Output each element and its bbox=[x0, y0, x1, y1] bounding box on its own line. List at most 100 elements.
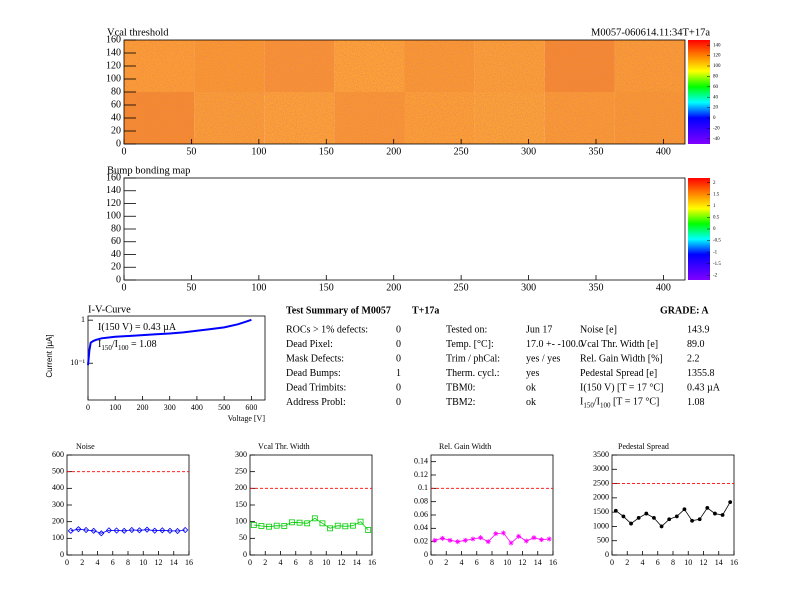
y-tick-label: 140 bbox=[106, 185, 121, 196]
y-tick-label: 10⁻¹ bbox=[70, 358, 85, 367]
x-tick-label: 400 bbox=[656, 146, 671, 157]
text-run: [T = 17 °C] bbox=[610, 397, 659, 408]
y-tick-label: 500 bbox=[597, 536, 609, 545]
summary-label: Pedestal Spread [e] bbox=[580, 368, 657, 379]
marker bbox=[644, 511, 649, 516]
marker bbox=[470, 536, 476, 542]
summary-value: yes / yes bbox=[526, 353, 561, 364]
y-tick-label: 100 bbox=[106, 73, 121, 84]
subscript: 150 bbox=[583, 401, 594, 409]
y-tick-label: 140 bbox=[106, 47, 121, 58]
marker bbox=[136, 527, 143, 534]
marker bbox=[432, 537, 438, 543]
marker bbox=[674, 514, 679, 519]
y-tick-label: 0 bbox=[116, 138, 121, 149]
subscript: 100 bbox=[600, 401, 611, 409]
x-tick-label: 12 bbox=[700, 558, 708, 567]
summary-label: TBM0: bbox=[446, 382, 475, 393]
x-tick-label: 250 bbox=[454, 146, 469, 157]
y-tick-label: 0.08 bbox=[414, 496, 428, 505]
chart-title: Noise bbox=[76, 442, 95, 451]
color-tick-label: -2 bbox=[713, 274, 718, 279]
x-tick-label: 12 bbox=[519, 558, 527, 567]
marker bbox=[439, 535, 445, 541]
marker bbox=[121, 527, 128, 534]
x-tick-label: 100 bbox=[251, 146, 266, 157]
y-tick-label: 1000 bbox=[593, 521, 609, 530]
x-tick-label: 100 bbox=[251, 282, 266, 293]
summary-tag: T+17a bbox=[412, 305, 439, 316]
marker bbox=[690, 518, 694, 523]
summary-label: Dead Bumps: bbox=[286, 368, 341, 379]
y-tick-label: 0.1 bbox=[418, 483, 428, 492]
x-tick-label: 4 bbox=[96, 558, 100, 567]
x-tick-label: 14 bbox=[534, 558, 542, 567]
marker bbox=[273, 522, 280, 529]
marker bbox=[613, 508, 618, 513]
summary-label: Dead Pixel: bbox=[286, 339, 333, 350]
summary-value: 2.2 bbox=[687, 353, 700, 364]
data-line bbox=[434, 532, 550, 544]
x-tick-label: 0 bbox=[610, 558, 614, 567]
color-tick-label: 40 bbox=[713, 95, 719, 100]
x-tick-label: 2 bbox=[625, 558, 629, 567]
summary-label: Tested on: bbox=[446, 324, 487, 335]
x-tick-label: 0 bbox=[429, 558, 433, 567]
color-tick-label: 20 bbox=[713, 106, 719, 111]
x-tick-label: 0 bbox=[248, 558, 252, 567]
chart-title: Rel. Gain Width bbox=[439, 442, 491, 451]
text-run: /I bbox=[594, 397, 600, 408]
y-tick-label: 100 bbox=[52, 533, 64, 542]
y-tick-label: 400 bbox=[52, 483, 64, 492]
y-tick-label: 50 bbox=[239, 533, 247, 542]
x-tick-label: 500 bbox=[218, 403, 230, 412]
y-tick-label: 60 bbox=[111, 99, 121, 110]
y-tick-label: 80 bbox=[111, 86, 121, 97]
color-tick-label: -1.5 bbox=[713, 262, 721, 267]
x-tick-label: 16 bbox=[368, 558, 376, 567]
chart-title: Bump bonding map bbox=[107, 165, 190, 176]
text-run: /I bbox=[112, 339, 118, 350]
y-tick-label: 40 bbox=[111, 112, 121, 123]
y-tick-label: 20 bbox=[111, 125, 121, 136]
plot-frame bbox=[66, 454, 190, 556]
x-tick-label: 50 bbox=[186, 282, 196, 293]
chart-title: Vcal threshold bbox=[107, 27, 169, 38]
x-tick-label: 12 bbox=[338, 558, 346, 567]
marker bbox=[296, 519, 303, 526]
marker bbox=[531, 535, 537, 541]
y-tick-label: 1 bbox=[81, 315, 85, 324]
summary-value: 0 bbox=[396, 324, 401, 335]
color-tick-label: 1.5 bbox=[713, 192, 720, 197]
color-tick-label: 100 bbox=[713, 64, 721, 69]
marker bbox=[90, 527, 97, 534]
marker bbox=[462, 537, 468, 543]
marker bbox=[128, 526, 135, 534]
marker bbox=[485, 539, 491, 545]
grade: GRADE: A bbox=[660, 305, 709, 316]
x-tick-label: 300 bbox=[521, 146, 536, 157]
text-run: I bbox=[580, 397, 583, 408]
x-tick-label: 8 bbox=[490, 558, 494, 567]
x-tick-label: 0 bbox=[122, 282, 127, 293]
x-tick-label: 6 bbox=[294, 558, 298, 567]
y-tick-label: 60 bbox=[111, 236, 121, 247]
summary-label: Dead Trimbits: bbox=[286, 382, 346, 393]
x-tick-label: 14 bbox=[170, 558, 178, 567]
marker bbox=[493, 531, 499, 537]
marker bbox=[327, 525, 333, 532]
y-tick-label: 600 bbox=[52, 450, 64, 459]
summary-value: 143.9 bbox=[687, 324, 710, 335]
x-tick-label: 6 bbox=[111, 558, 115, 567]
color-tick-label: 0.5 bbox=[713, 216, 720, 221]
summary-value: 89.0 bbox=[687, 339, 705, 350]
y-tick-label: 100 bbox=[106, 211, 121, 222]
x-tick-label: 300 bbox=[521, 282, 536, 293]
y-tick-label: 100 bbox=[235, 516, 247, 525]
summary-value: 1 bbox=[396, 368, 401, 379]
color-tick-label: -0.5 bbox=[713, 239, 721, 244]
y-tick-label: 160 bbox=[106, 34, 121, 45]
summary-title: Test Summary of M0057 bbox=[286, 305, 391, 316]
summary-value: 1355.8 bbox=[687, 368, 715, 379]
x-tick-label: 400 bbox=[656, 282, 671, 293]
